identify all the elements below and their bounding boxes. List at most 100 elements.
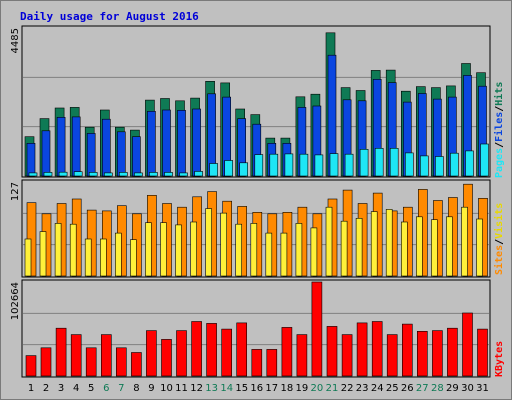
pages-bar <box>284 153 294 177</box>
visits-bar <box>100 238 107 277</box>
visits-bar <box>160 222 167 277</box>
kbytes-bar <box>40 347 52 377</box>
kbytes-bar <box>146 330 157 377</box>
day-label: 11 <box>175 383 188 394</box>
visits-bar <box>461 206 468 277</box>
day-label: 5 <box>88 383 94 394</box>
day-label: 10 <box>160 383 173 394</box>
kbytes-bar <box>266 349 278 377</box>
legend-slash: / <box>494 142 505 148</box>
pages-bar <box>224 160 233 177</box>
hits-legend: Pages/Files/Hits <box>493 82 505 178</box>
pages-bar <box>194 171 203 177</box>
day-label: 4 <box>73 383 79 394</box>
pages-bar <box>119 172 128 177</box>
pages-bar <box>389 148 399 177</box>
visits-bar <box>69 223 77 277</box>
visits-bar <box>250 223 258 277</box>
kbytes-bar <box>356 322 368 377</box>
kbytes-bar <box>371 321 383 377</box>
kbytes-bar <box>176 330 187 377</box>
day-label: 25 <box>386 383 399 394</box>
day-label: 12 <box>190 383 203 394</box>
kbytes-bar <box>101 334 112 377</box>
visits-bar <box>115 232 122 277</box>
day-label: 9 <box>148 383 154 394</box>
day-label: 28 <box>431 383 444 394</box>
pages-bar <box>404 152 414 177</box>
day-label: 14 <box>220 383 233 394</box>
files-bar <box>177 110 186 177</box>
pages-bar <box>450 152 459 177</box>
day-label: 15 <box>235 383 248 394</box>
pages-bar <box>269 153 279 177</box>
day-label: 21 <box>326 383 339 394</box>
pages-bar <box>43 172 53 177</box>
pages-bar <box>344 153 354 177</box>
visits-bar <box>39 231 47 277</box>
day-label: 17 <box>265 383 278 394</box>
day-label: 26 <box>401 383 414 394</box>
visits-bar <box>310 227 318 277</box>
bars <box>24 32 489 377</box>
kbytes-bar <box>55 327 67 377</box>
visits-bar <box>400 221 408 277</box>
visits-bar <box>280 232 288 277</box>
day-labels: 1 2 3 4 5 6 7 8 9 10 11 12 13 14 15 16 17 18 19 20 21 22 23 24 2… <box>28 383 489 394</box>
day-label: 31 <box>476 383 489 394</box>
day-label: 13 <box>205 383 218 394</box>
visits-bar <box>220 212 227 277</box>
pages-bar <box>179 172 188 177</box>
pages-bar <box>73 171 83 177</box>
visits-bar <box>431 219 438 277</box>
files-bar <box>147 111 156 177</box>
legend-files: Files <box>493 112 505 142</box>
day-label: 22 <box>341 383 354 394</box>
pages-bar <box>314 154 324 177</box>
hits-ymax-label: 4485 <box>10 28 21 53</box>
day-label: 24 <box>371 383 384 394</box>
visits-bar <box>295 223 303 277</box>
kbytes-bar <box>281 327 293 377</box>
day-label: 27 <box>416 383 429 394</box>
kbytes-bar <box>296 334 308 377</box>
kbytes-bar <box>236 322 247 377</box>
files-bar <box>26 143 36 177</box>
kbytes-bar <box>161 339 172 377</box>
pages-bar <box>88 172 98 177</box>
day-label: 29 <box>446 383 459 394</box>
legend-slash: / <box>494 239 505 245</box>
visits-bar <box>235 223 242 277</box>
day-label: 16 <box>250 383 263 394</box>
visits-bar <box>190 221 197 277</box>
pages-bar <box>374 148 384 177</box>
day-label: 6 <box>103 383 109 394</box>
visits-bar <box>385 209 393 277</box>
kbytes-legend: KBytes <box>494 341 505 377</box>
kbytes-bar <box>116 347 127 377</box>
pages-bar <box>58 171 68 177</box>
kbytes-bar <box>386 334 398 377</box>
kbytes-bar <box>432 330 443 377</box>
kbytes-bar <box>326 326 338 377</box>
kbytes-bar <box>477 328 488 377</box>
pages-bar <box>480 143 489 177</box>
pages-bar <box>209 163 218 177</box>
pages-bar <box>104 172 113 177</box>
kbytes-bar <box>401 323 413 377</box>
visits-bar <box>415 216 423 277</box>
chart-title: Daily usage for August 2016 <box>20 10 199 23</box>
day-label: 8 <box>133 383 139 394</box>
visits-bar <box>84 238 92 277</box>
pages-bar <box>28 172 38 177</box>
kbytes-bar <box>311 281 323 377</box>
day-label: 19 <box>296 383 309 394</box>
pages-bar <box>254 154 264 177</box>
visits-bar <box>370 211 378 277</box>
day-label: 3 <box>58 383 64 394</box>
visits-bar <box>130 239 137 277</box>
day-label: 7 <box>118 383 124 394</box>
kbytes-bar <box>85 347 97 377</box>
legend-visits: Visits <box>493 203 505 239</box>
visits-bar <box>355 218 363 277</box>
